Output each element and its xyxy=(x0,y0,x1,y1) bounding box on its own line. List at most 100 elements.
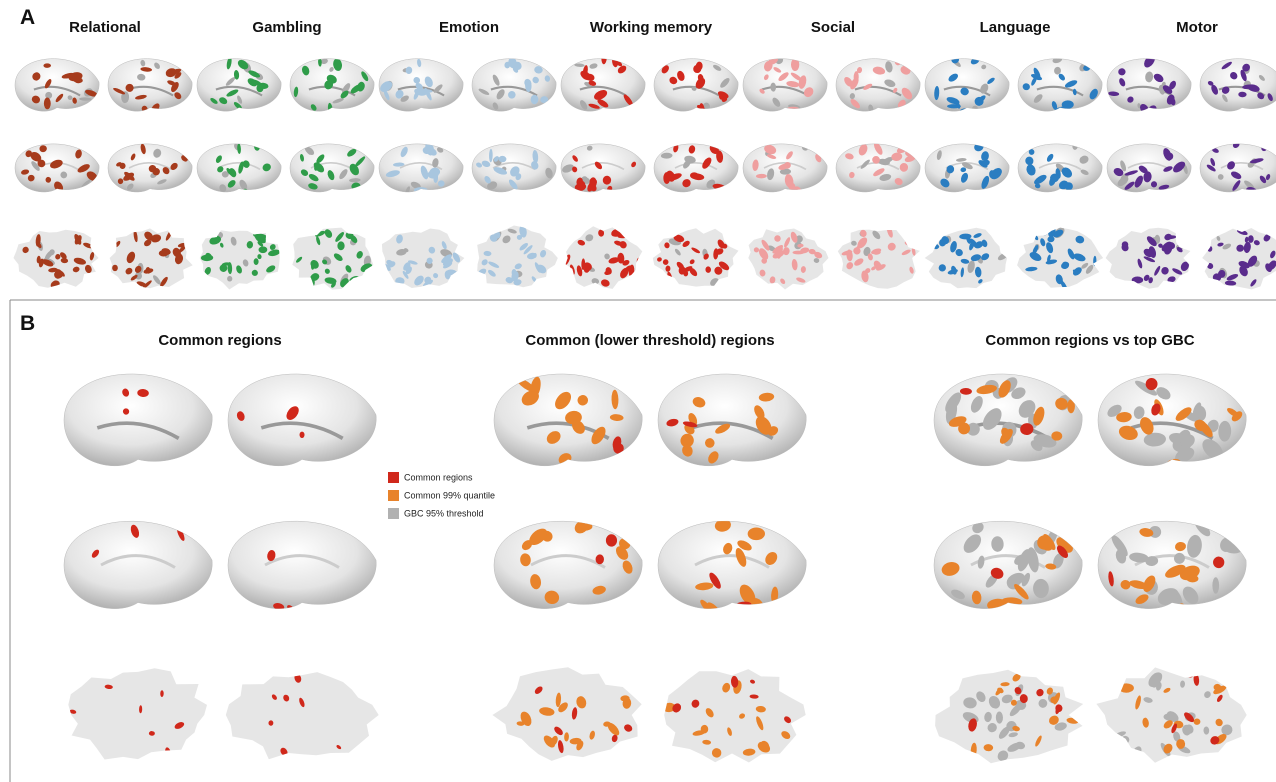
region-blob xyxy=(530,574,541,590)
region-blob xyxy=(1211,84,1219,95)
region-blob xyxy=(1129,552,1149,563)
region-blob xyxy=(899,162,909,172)
region-blob xyxy=(1038,698,1048,708)
region-blob xyxy=(150,234,162,243)
region-blob xyxy=(695,582,714,591)
region-blob xyxy=(951,589,965,600)
region-blob xyxy=(1012,673,1021,682)
region-blob xyxy=(44,250,54,260)
region-blob xyxy=(974,241,984,249)
region-blob xyxy=(796,277,806,283)
region-blob xyxy=(237,143,241,155)
blobs xyxy=(478,58,551,110)
region-blob xyxy=(1028,149,1035,155)
region-blob xyxy=(588,103,600,109)
region-blob xyxy=(657,257,662,262)
region-blob xyxy=(505,277,514,284)
region-blob xyxy=(1060,280,1068,288)
region-blob xyxy=(59,270,65,277)
region-blob xyxy=(558,702,568,713)
region-blob xyxy=(800,247,810,254)
region-blob xyxy=(268,720,274,726)
region-blob xyxy=(867,253,873,261)
region-blob xyxy=(122,408,130,415)
brain-lat xyxy=(1017,58,1103,112)
region-blob xyxy=(1175,447,1195,463)
brain-lat xyxy=(471,58,557,112)
region-blob xyxy=(960,172,969,183)
region-blob xyxy=(971,590,982,605)
brain-lat xyxy=(657,373,807,467)
region-blob xyxy=(1240,69,1247,82)
region-blob xyxy=(790,72,803,82)
region-blob xyxy=(851,240,857,246)
region-blob xyxy=(519,225,527,238)
region-blob xyxy=(775,58,784,65)
region-blob xyxy=(1133,406,1145,419)
brain-lat xyxy=(924,58,1010,112)
region-blob xyxy=(1202,439,1224,460)
region-blob xyxy=(715,423,731,434)
region-blob xyxy=(565,410,582,425)
region-blob xyxy=(1217,242,1224,247)
region-blob xyxy=(152,167,160,176)
region-blob xyxy=(695,77,706,89)
region-blob xyxy=(601,58,607,65)
region-blob xyxy=(786,151,793,160)
region-blob xyxy=(941,562,960,576)
region-blob xyxy=(863,246,871,256)
region-blob xyxy=(219,97,228,105)
region-blob xyxy=(236,265,242,274)
region-blob xyxy=(544,590,560,605)
region-blob xyxy=(598,229,605,237)
region-blob xyxy=(713,64,722,71)
task-title: Working memory xyxy=(590,19,713,36)
region-blob xyxy=(901,249,911,256)
region-blob xyxy=(1089,88,1098,100)
region-blob xyxy=(682,444,693,457)
region-blob xyxy=(1008,732,1018,738)
region-blob xyxy=(299,431,305,439)
region-blob xyxy=(604,270,612,276)
region-blob xyxy=(778,72,789,82)
region-blob xyxy=(483,250,492,257)
region-blob xyxy=(664,242,670,249)
region-blob xyxy=(631,161,637,168)
region-blob xyxy=(872,230,881,240)
blobs xyxy=(113,59,182,112)
region-blob xyxy=(1072,269,1079,274)
region-blob xyxy=(976,691,986,703)
region-blob xyxy=(229,168,237,178)
region-blob xyxy=(143,239,152,247)
region-blob xyxy=(1154,265,1161,276)
region-blob xyxy=(1072,88,1077,96)
region-blob xyxy=(893,87,898,93)
region-blob xyxy=(392,162,405,167)
region-blob xyxy=(1162,85,1173,94)
region-blob xyxy=(396,248,407,256)
region-blob xyxy=(122,388,130,397)
region-blob xyxy=(441,241,447,250)
region-blob xyxy=(767,168,775,181)
region-blob xyxy=(1215,718,1223,727)
region-blob xyxy=(759,88,765,94)
region-blob xyxy=(1011,387,1026,399)
region-blob xyxy=(1009,703,1023,717)
region-blob xyxy=(1244,180,1255,190)
panel-b-frame xyxy=(9,299,1276,782)
region-blob xyxy=(339,169,348,180)
region-blob xyxy=(1026,164,1036,176)
region-blob xyxy=(790,231,798,243)
task-title: Social xyxy=(811,19,855,36)
region-blob xyxy=(885,61,893,73)
blobs xyxy=(1121,233,1189,284)
region-blob xyxy=(160,276,168,287)
region-blob xyxy=(333,58,343,71)
region-blob xyxy=(676,261,684,270)
region-blob xyxy=(349,178,361,183)
region-blob xyxy=(329,66,334,72)
region-blob xyxy=(125,83,134,92)
region-blob xyxy=(714,266,723,275)
flat-map xyxy=(68,668,207,760)
sulcus xyxy=(1036,85,1084,97)
